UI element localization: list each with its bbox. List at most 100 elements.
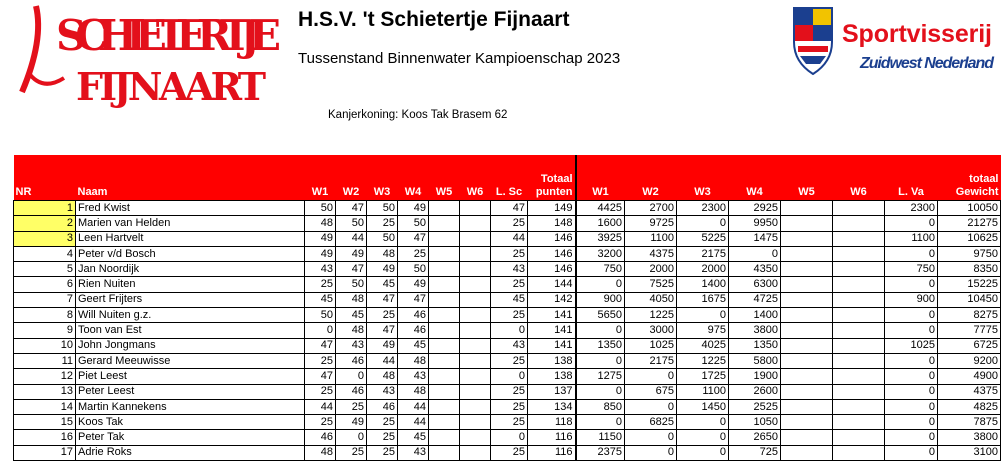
- cell-naam: Peter v/d Bosch: [75, 245, 305, 263]
- cell-w4: 46: [397, 322, 429, 339]
- cell-gw6: [832, 199, 885, 217]
- cell-gw4: 2650: [728, 429, 781, 446]
- cell-gw1: 0: [574, 276, 625, 293]
- cell-gw5: [780, 230, 833, 247]
- cell-gw4: 3800: [728, 322, 781, 339]
- cell-w3: 25: [366, 307, 398, 324]
- cell-gw6: [832, 307, 885, 324]
- cell-w2: 50: [335, 276, 367, 293]
- col-nr: NR: [13, 155, 76, 201]
- cell-gw5: [780, 199, 833, 217]
- cell-gw1: 0: [574, 322, 625, 339]
- cell-lva: 0: [884, 398, 938, 416]
- cell-w4: 48: [397, 352, 429, 370]
- cell-totaal-gewicht: 15225: [937, 276, 1001, 293]
- cell-gw1: 2375: [574, 444, 625, 462]
- cell-w5: [428, 429, 460, 446]
- cell-w4: 44: [397, 398, 429, 416]
- cell-w2: 47: [335, 261, 367, 278]
- table-row: 13 Peter Leest 25 46 43 48 25 137 0 675 1100 2600 0 4…: [13, 383, 1001, 400]
- header-row: NR Naam W1 W2 W3 W4 W5 W6 L. Sc Totaal pu…: [13, 155, 1001, 201]
- cell-w4: 44: [397, 414, 429, 431]
- cell-naam: Geert Frijters: [75, 291, 305, 309]
- cell-lsc: 43: [490, 337, 528, 354]
- col-naam: Naam: [75, 155, 305, 201]
- cell-gw3: 975: [676, 322, 729, 339]
- table-row: 6 Rien Nuiten 25 50 45 49 25 144 0 7525 1400 6300 0 1…: [13, 276, 1001, 293]
- cell-w2: 48: [335, 291, 367, 309]
- cell-w1: 47: [304, 368, 336, 385]
- cell-lsc: 25: [490, 307, 528, 324]
- cell-w4: 43: [397, 368, 429, 385]
- cell-gw1: 900: [574, 291, 625, 309]
- cell-w4: 46: [397, 307, 429, 324]
- cell-w6: [459, 276, 491, 293]
- cell-gw1: 750: [574, 261, 625, 278]
- cell-naam: Fred Kwist: [75, 199, 305, 217]
- table-row: 1 Fred Kwist 50 47 50 49 47 149 4425 2700 2300 2925…: [13, 199, 1001, 217]
- table-row: 12 Piet Leest 47 0 48 43 0 138 1275 0 1725 1900 0 490…: [13, 368, 1001, 385]
- cell-w5: [428, 307, 460, 324]
- table-row: 7 Geert Frijters 45 48 47 47 45 142 900 4050 1675 4…: [13, 291, 1001, 309]
- cell-w5: [428, 414, 460, 431]
- cell-w3: 49: [366, 261, 398, 278]
- cell-w4: 50: [397, 215, 429, 232]
- cell-gw6: [832, 368, 885, 385]
- cell-w1: 25: [304, 352, 336, 370]
- cell-totaal-gewicht: 6725: [937, 337, 1001, 354]
- cell-totaal-gewicht: 10050: [937, 199, 1001, 217]
- cell-naam: Jan Noordijk: [75, 261, 305, 278]
- cell-gw2: 4375: [624, 245, 677, 263]
- cell-nr: 6: [13, 276, 76, 293]
- cell-nr: 3: [13, 230, 76, 247]
- cell-w2: 45: [335, 307, 367, 324]
- cell-gw2: 675: [624, 383, 677, 400]
- cell-naam: Peter Leest: [75, 383, 305, 400]
- cell-gw2: 3000: [624, 322, 677, 339]
- cell-w1: 44: [304, 398, 336, 416]
- cell-w5: [428, 398, 460, 416]
- cell-gw3: 1450: [676, 398, 729, 416]
- cell-w2: 50: [335, 215, 367, 232]
- cell-lsc: 44: [490, 230, 528, 247]
- cell-lsc: 43: [490, 261, 528, 278]
- cell-nr: 5: [13, 261, 76, 278]
- cell-gw5: [780, 215, 833, 232]
- shield-icon: [793, 7, 833, 76]
- cell-w5: [428, 245, 460, 263]
- cell-totaal-punten: 144: [527, 276, 576, 293]
- cell-gw4: 2600: [728, 383, 781, 400]
- cell-gw2: 0: [624, 444, 677, 462]
- cell-totaal-gewicht: 9200: [937, 352, 1001, 370]
- table-row: 9 Toon van Est 0 48 47 46 0 141 0 3000 975 3800 0 777…: [13, 322, 1001, 339]
- cell-nr: 15: [13, 414, 76, 431]
- table-row: 16 Peter Tak 46 0 25 45 0 116 1150 0 0 2650 0 3800: [13, 429, 1001, 446]
- cell-w3: 50: [366, 199, 398, 217]
- cell-w4: 49: [397, 276, 429, 293]
- cell-w3: 49: [366, 337, 398, 354]
- cell-w3: 25: [366, 215, 398, 232]
- cell-gw2: 2700: [624, 199, 677, 217]
- cell-gw1: 0: [574, 383, 625, 400]
- cell-gw5: [780, 337, 833, 354]
- cell-totaal-punten: 116: [527, 444, 576, 462]
- col-w6: W6: [459, 155, 491, 201]
- cell-lsc: 47: [490, 199, 528, 217]
- cell-w1: 50: [304, 199, 336, 217]
- cell-lsc: 25: [490, 245, 528, 263]
- cell-lva: 0: [884, 322, 938, 339]
- cell-gw4: 4350: [728, 261, 781, 278]
- cell-w6: [459, 322, 491, 339]
- cell-gw6: [832, 230, 885, 247]
- cell-gw5: [780, 291, 833, 309]
- club-logo: SCHIETERTJE FIJNAART: [19, 5, 281, 109]
- col-gw2: W2: [624, 155, 677, 201]
- cell-gw3: 0: [676, 307, 729, 324]
- cell-gw5: [780, 398, 833, 416]
- page-subtitle: Tussenstand Binnenwater Kampioenschap 20…: [298, 50, 621, 67]
- cell-w2: 46: [335, 383, 367, 400]
- cell-w6: [459, 215, 491, 232]
- col-gw4: W4: [728, 155, 781, 201]
- cell-w2: 47: [335, 199, 367, 217]
- cell-totaal-punten: 118: [527, 414, 576, 431]
